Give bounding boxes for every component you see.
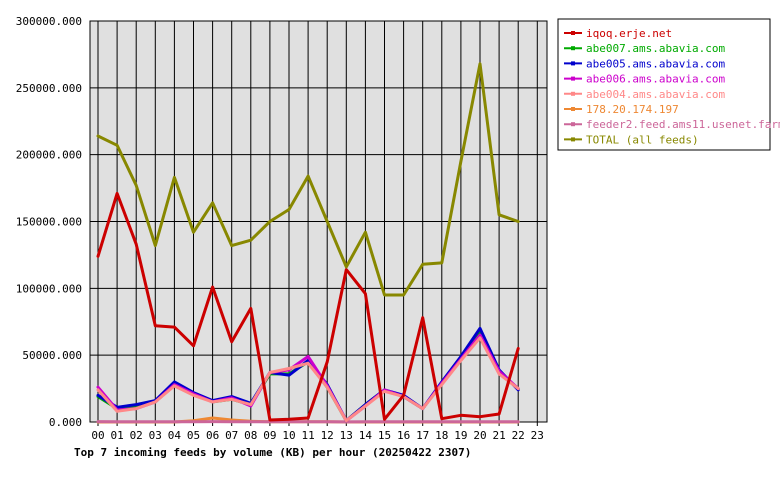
x-tick-label: 03 [149, 429, 162, 442]
series-lines [96, 62, 520, 424]
legend-label: abe004.ams.abavia.com [586, 88, 725, 101]
x-tick-label: 04 [168, 429, 182, 442]
legend-box [557, 18, 771, 151]
y-tick-label: 200000.000 [16, 149, 82, 162]
legend-label: abe007.ams.abavia.com [586, 42, 725, 55]
y-axis-ticks: 0.000 50000.000 100000.000 150000.000 200000… [16, 15, 82, 429]
x-tick-label: 20 [473, 429, 486, 442]
x-tick-label: 11 [301, 429, 314, 442]
x-tick-label: 13 [340, 429, 353, 442]
legend-marker [571, 107, 575, 111]
x-tick-label: 06 [206, 429, 219, 442]
x-tick-label: 05 [187, 429, 200, 442]
y-tick-label: 50000.000 [22, 349, 82, 362]
x-tick-label: 09 [263, 429, 276, 442]
legend-marker [571, 91, 575, 96]
legend-marker [571, 46, 575, 51]
grid [90, 21, 547, 426]
x-tick-label: 07 [225, 429, 238, 442]
x-tick-label: 23 [531, 429, 544, 442]
x-tick-label: 10 [282, 429, 295, 442]
legend-marker [571, 31, 575, 35]
x-tick-label: 08 [244, 429, 257, 442]
legend-marker [571, 76, 575, 81]
legend-label: abe006.ams.abavia.com [586, 73, 725, 86]
x-tick-label: 21 [492, 429, 505, 442]
x-tick-label: 18 [435, 429, 448, 442]
legend-label: 178.20.174.197 [586, 103, 679, 116]
y-tick-label: 250000.000 [16, 82, 82, 95]
x-tick-label: 01 [110, 429, 123, 442]
series-line-4 [96, 336, 520, 423]
legend-marker [571, 137, 575, 142]
x-tick-label: 00 [91, 429, 104, 442]
y-tick-label: 150000.000 [16, 216, 82, 229]
x-axis-ticks: 00 01 02 03 04 05 06 07 08 09 10 11 12 13 14 15 16 17 18 19… [91, 429, 544, 442]
legend-label: iqoq.erje.net [586, 27, 672, 40]
x-tick-label: 17 [416, 429, 429, 442]
y-tick-label: 100000.000 [16, 282, 82, 295]
y-tick-label: 0.000 [49, 416, 82, 429]
series-line-0 [96, 191, 520, 422]
legend: iqoq.erje.net abe007.ams.abavia.com abe005… [564, 27, 780, 146]
legend-label: abe005.ams.abavia.com [586, 57, 725, 70]
chart-title: Top 7 incoming feeds by volume (KB) per … [74, 446, 471, 459]
x-tick-label: 22 [512, 429, 525, 442]
x-tick-label: 16 [397, 429, 410, 442]
series-line-7 [96, 62, 520, 297]
legend-label: feeder2.feed.ams11.usenet.farm [586, 118, 780, 131]
y-tick-label: 300000.000 [16, 15, 82, 28]
x-tick-label: 14 [359, 429, 373, 442]
x-tick-label: 19 [454, 429, 467, 442]
legend-marker [571, 122, 575, 127]
x-tick-label: 02 [130, 429, 143, 442]
x-tick-label: 12 [321, 429, 334, 442]
legend-marker [571, 61, 575, 66]
x-tick-label: 15 [378, 429, 391, 442]
legend-label: TOTAL (all feeds) [586, 133, 699, 146]
